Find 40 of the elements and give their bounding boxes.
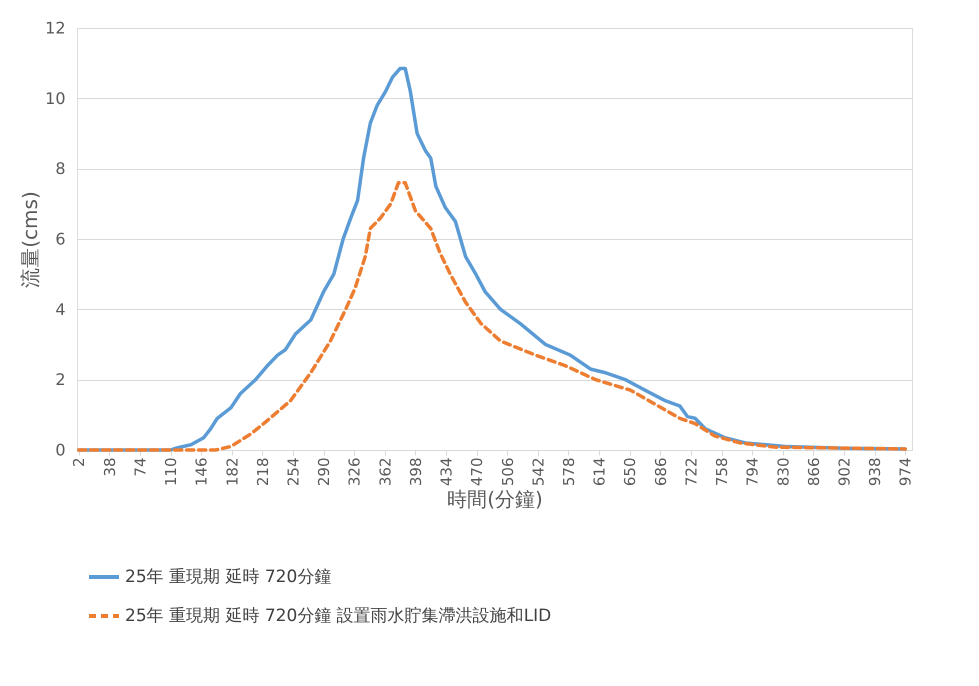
- legend-label: 25年 重現期 延時 720分鐘 設置雨水貯集滯洪設施和LID: [125, 606, 552, 626]
- x-tick-label: 434: [438, 458, 456, 486]
- x-tick-label: 830: [774, 458, 792, 486]
- y-tick-label: 0: [55, 440, 66, 460]
- x-tick-label: 326: [346, 458, 364, 486]
- x-tick-label: 938: [866, 458, 884, 486]
- x-tick-label: 290: [315, 458, 334, 486]
- x-tick-label: 794: [744, 458, 762, 486]
- x-tick-label: 146: [192, 458, 211, 486]
- x-tick-label: 758: [713, 458, 732, 486]
- legend-label: 25年 重現期 延時 720分鐘: [125, 567, 332, 587]
- x-tick-label: 74: [131, 458, 150, 477]
- x-tick-label: 650: [621, 458, 640, 486]
- x-tick-label: 110: [162, 458, 180, 486]
- y-tick-label: 2: [55, 370, 66, 390]
- x-tick-label: 218: [254, 458, 272, 486]
- x-tick-label: 686: [652, 458, 670, 486]
- x-tick-label: 362: [376, 458, 394, 486]
- y-tick-label: 4: [55, 300, 66, 319]
- y-tick-label: 8: [55, 159, 66, 178]
- x-tick-label: 506: [498, 458, 517, 486]
- x-axis-title: 時間(分鐘): [447, 487, 543, 512]
- x-tick-label: 578: [560, 458, 578, 486]
- y-tick-label: 6: [55, 230, 66, 248]
- x-tick-label: 470: [468, 458, 486, 486]
- x-tick-label: 722: [682, 458, 700, 486]
- x-tick-label: 542: [529, 458, 548, 486]
- x-tick-label: 902: [835, 458, 854, 486]
- x-tick-label: 2: [70, 458, 88, 468]
- x-tick-label: 614: [590, 458, 609, 486]
- y-tick-label: 10: [45, 88, 66, 108]
- y-tick-label: 12: [45, 18, 66, 38]
- x-tick-label: 398: [406, 458, 425, 486]
- x-tick-label: 182: [223, 458, 242, 486]
- x-tick-label: 866: [804, 458, 823, 486]
- y-axis-title: 流量(cms): [18, 191, 42, 288]
- x-tick-label: 974: [896, 458, 915, 486]
- x-tick-label: 254: [284, 458, 302, 486]
- x-tick-label: 38: [100, 458, 119, 477]
- line-series: [76, 180, 907, 452]
